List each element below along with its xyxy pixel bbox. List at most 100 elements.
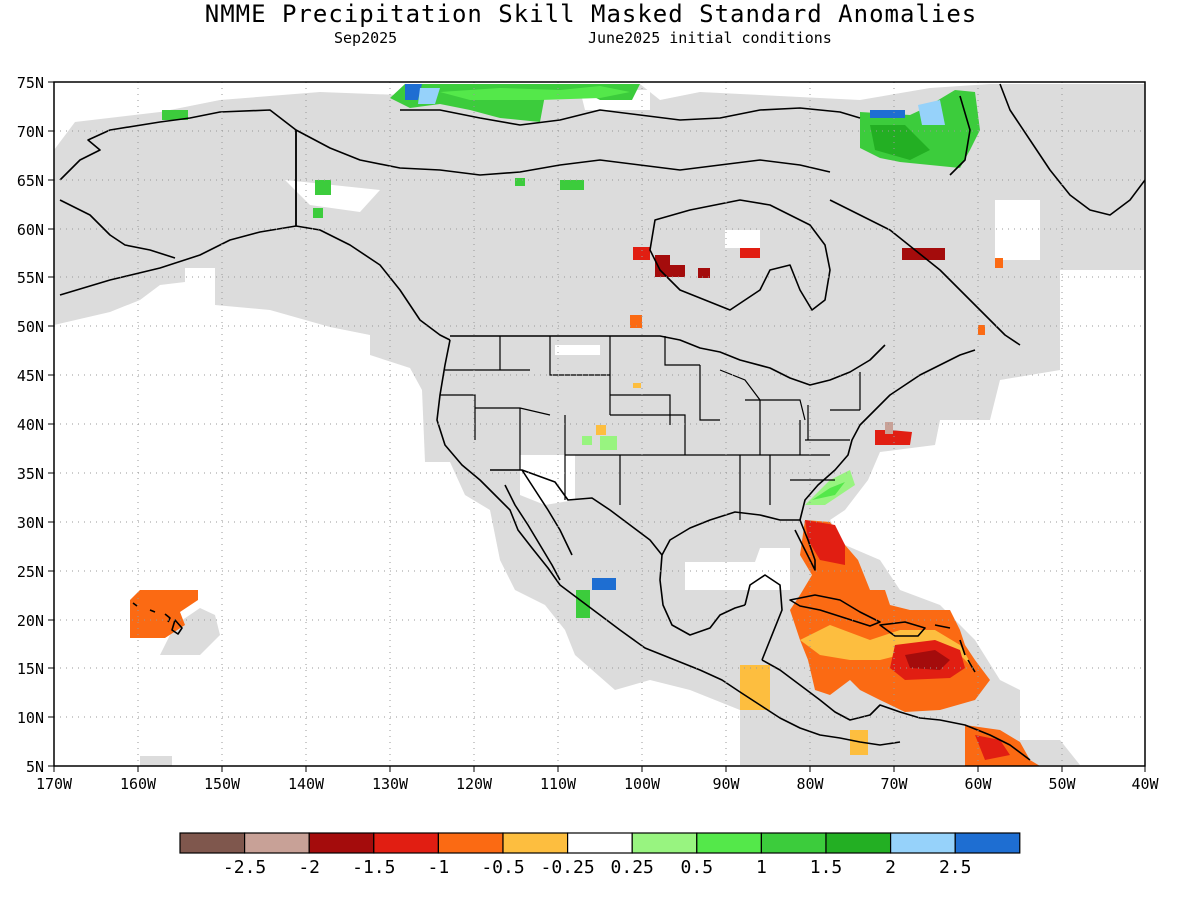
y-tick-label: 65N [17, 172, 44, 190]
coastline-cuba [789, 594, 881, 627]
x-tick-label: 130W [372, 775, 409, 793]
colorbar-swatch [179, 832, 246, 854]
colorbar [179, 832, 1021, 854]
y-tick-label: 10N [17, 709, 44, 727]
colorbar-swatch [437, 832, 504, 854]
anomaly-arctic-blue [405, 84, 422, 100]
anomaly-atlantic-brown [885, 422, 893, 434]
unmasked-area-greenland-east [995, 200, 1040, 260]
colorbar-swatch [889, 832, 956, 854]
x-tick-label: 100W [624, 775, 661, 793]
anomaly-atlantic-green [805, 470, 855, 505]
y-tick-label: 15N [17, 660, 44, 678]
x-tick-label: 150W [204, 775, 241, 793]
anomaly-layer [130, 84, 1040, 766]
gridlines [54, 82, 1145, 766]
colorbar-label: 1 [756, 857, 767, 878]
coastline-labrador [829, 199, 1021, 346]
x-tick-labels: 170W 160W 150W 140W 130W 120W 110W 100W … [36, 775, 1160, 793]
coastline-alaska-peninsula [59, 225, 297, 296]
colorbar-swatch [954, 832, 1021, 854]
map-title: NMME Precipitation Skill Masked Standard… [204, 0, 978, 28]
mask-region-south-pacific [140, 756, 172, 766]
anomaly-southwest-gold [596, 383, 641, 435]
colorbar-label: 2.5 [939, 857, 972, 878]
anomaly-atlantic-red [875, 430, 912, 445]
coastline-gulf-california [521, 469, 573, 556]
y-tick-labels: 75N 70N 65N 60N 55N 50N 45N 40N 35N 30N … [17, 74, 44, 776]
coastline-gulf [661, 511, 816, 571]
y-tick-label: 30N [17, 514, 44, 532]
colorbar-swatch [373, 832, 439, 854]
colorbar-label: 1.5 [810, 857, 843, 878]
x-tick-label: 50W [1048, 775, 1076, 793]
colorbar-label: -2 [298, 857, 320, 878]
y-tick-label: 75N [17, 74, 44, 92]
anomaly-southwest-green [582, 436, 617, 450]
unmasked-area-hudson [725, 230, 760, 248]
anomaly-mexico-blue [592, 578, 616, 590]
initial-conditions-label: June2025 initial conditions [588, 29, 832, 47]
x-tick-label: 70W [880, 775, 908, 793]
unmasked-area-yukon [285, 180, 380, 212]
x-tick-label: 120W [456, 775, 493, 793]
x-tick-marks [53, 766, 1146, 772]
coastlines [59, 83, 1145, 761]
y-tick-label: 35N [17, 465, 44, 483]
anomaly-greenland-lightblue [918, 100, 945, 125]
anomaly-mexico-green [576, 590, 590, 618]
coastline-hudson-bay [649, 199, 831, 311]
colorbar-swatch [308, 832, 375, 854]
anomaly-labrador-darkred [902, 248, 945, 260]
y-tick-label: 60N [17, 221, 44, 239]
anomaly-greenland-blue [870, 110, 905, 118]
coastline-lesser-antilles [934, 624, 976, 673]
tick-marks [48, 81, 1146, 772]
colorbar-label: 2 [885, 857, 896, 878]
anomaly-caribbean-darkred [905, 650, 950, 670]
colorbar-swatch [502, 832, 569, 854]
x-tick-label: 160W [120, 775, 157, 793]
border-us-canada [450, 335, 886, 386]
coastline-atlantic [799, 349, 976, 521]
colorbar-swatch [566, 832, 633, 854]
coastline-mexico-gulf [659, 554, 746, 636]
colorbar-swatch [760, 832, 827, 854]
anomaly-central-america-gold [740, 665, 868, 755]
x-tick-label: 60W [964, 775, 992, 793]
y-tick-label: 25N [17, 563, 44, 581]
colorbar-label: -1.5 [352, 857, 395, 878]
colorbar-labels: -2.5 -2 -1.5 -1 -0.5 -0.25 0.25 0.5 1 1.… [223, 857, 972, 878]
anomaly-atlantic-green2 [812, 482, 845, 500]
colorbar-swatch [631, 832, 698, 854]
y-tick-label: 40N [17, 416, 44, 434]
colorbar-swatch [244, 832, 310, 854]
anomaly-hudson-red [633, 247, 760, 260]
anomaly-greenland-darkgreen [870, 125, 930, 160]
coastline-greenland [999, 83, 1145, 216]
coastline-baja [504, 484, 561, 581]
coastline-alaska-west [59, 199, 176, 259]
x-tick-label: 40W [1131, 775, 1159, 793]
x-tick-label: 80W [796, 775, 824, 793]
coastline-arctic-coast [295, 129, 831, 176]
unmasked-area-plains [555, 345, 600, 355]
y-tick-label: 70N [17, 123, 44, 141]
unmasked-area-gulf [685, 548, 790, 590]
coastline-alaska [59, 109, 451, 341]
colorbar-label: 0.5 [681, 857, 714, 878]
y-tick-marks [48, 81, 54, 767]
anomaly-south-america-red [975, 735, 1010, 760]
coastline-arctic-islands [400, 107, 861, 126]
anomaly-arctic-lightblue [418, 88, 440, 104]
colorbar-swatch [825, 832, 892, 854]
coastline-pacific-us [436, 339, 901, 746]
x-tick-label: 140W [288, 775, 325, 793]
y-tick-label: 45N [17, 367, 44, 385]
colorbar-swatch [696, 832, 762, 854]
x-tick-label: 170W [36, 775, 73, 793]
y-tick-label: 55N [17, 269, 44, 287]
mask-region-north-america [54, 84, 1145, 765]
colorbar-label: -0.5 [481, 857, 524, 878]
